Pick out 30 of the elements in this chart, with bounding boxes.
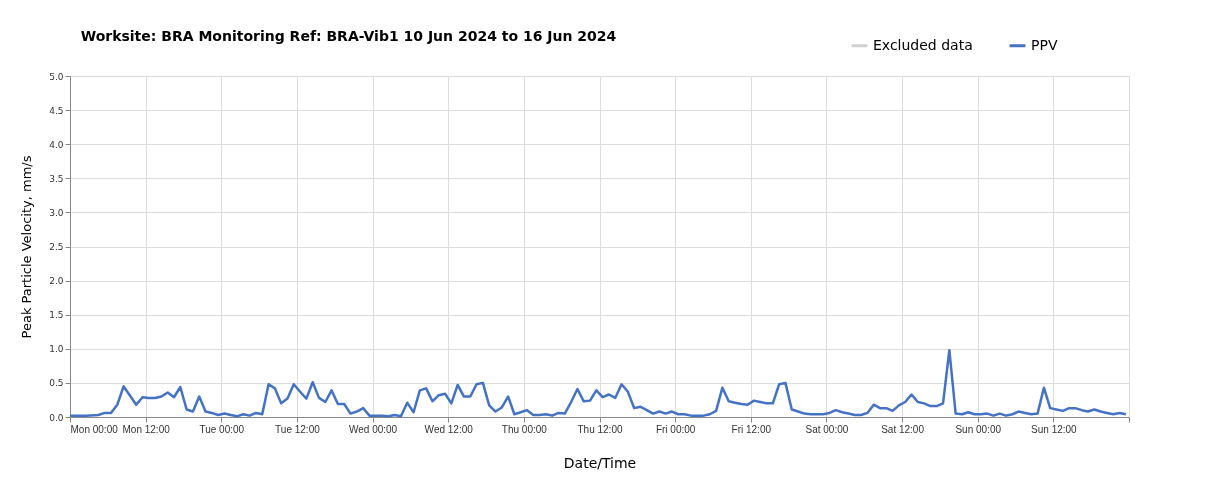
y-tick-label: 0.5 (49, 378, 64, 389)
legend-label: Excluded data (873, 36, 973, 53)
y-tick-label: 3.0 (49, 207, 64, 218)
y-tick-label: 0.0 (49, 412, 64, 423)
x-tick-label: Wed 00:00 (348, 423, 398, 435)
x-tick-label: Sun 12:00 (1031, 423, 1078, 435)
x-tick-label: Mon 00:00 (70, 423, 119, 435)
legend-label: PPV (1031, 36, 1058, 53)
x-tick-label: Mon 12:00 (122, 423, 171, 435)
y-tick-label: 2.0 (49, 276, 64, 287)
y-tick-label: 3.5 (49, 173, 64, 184)
x-tick-label: Tue 12:00 (275, 423, 321, 435)
x-tick-label: Fri 12:00 (731, 423, 772, 435)
x-tick-label: Thu 00:00 (501, 423, 548, 435)
y-tick-label: 1.0 (49, 344, 64, 355)
y-tick-label: 4.0 (49, 139, 64, 150)
x-tick-label: Sat 12:00 (881, 423, 925, 435)
x-tick-label: Sat 00:00 (805, 423, 849, 435)
x-tick-label: Wed 12:00 (424, 423, 474, 435)
y-tick-label: 1.5 (49, 310, 64, 321)
x-tick-label: Thu 12:00 (577, 423, 623, 435)
chart-title: Worksite: BRA Monitoring Ref: BRA-Vib1 10 Jun 2024 to 16 Jun 2024 (80, 28, 617, 44)
x-axis-title: Date/Time (563, 454, 637, 471)
y-tick-label: 2.5 (49, 242, 64, 252)
x-tick-label: Tue 00:00 (199, 423, 245, 435)
x-tick-label: Sun 00:00 (955, 423, 1002, 435)
x-tick-label: Fri 00:00 (655, 423, 696, 435)
y-axis-title: Peak Particle Velocity, mm/s (19, 155, 35, 339)
y-tick-label: 4.5 (49, 105, 64, 116)
y-tick-label: 5.0 (49, 71, 64, 82)
